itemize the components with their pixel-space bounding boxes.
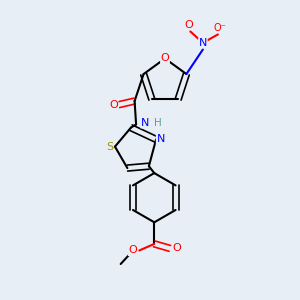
Text: O⁻: O⁻: [213, 22, 226, 32]
Text: O: O: [109, 100, 118, 110]
Text: N: N: [141, 118, 149, 128]
Text: O: O: [160, 53, 169, 64]
Text: S: S: [106, 142, 113, 152]
Text: O: O: [128, 245, 137, 256]
Text: O: O: [172, 243, 181, 254]
Text: N: N: [199, 38, 207, 48]
Text: O: O: [184, 20, 193, 29]
Text: N: N: [156, 134, 165, 144]
Text: H: H: [154, 118, 162, 128]
